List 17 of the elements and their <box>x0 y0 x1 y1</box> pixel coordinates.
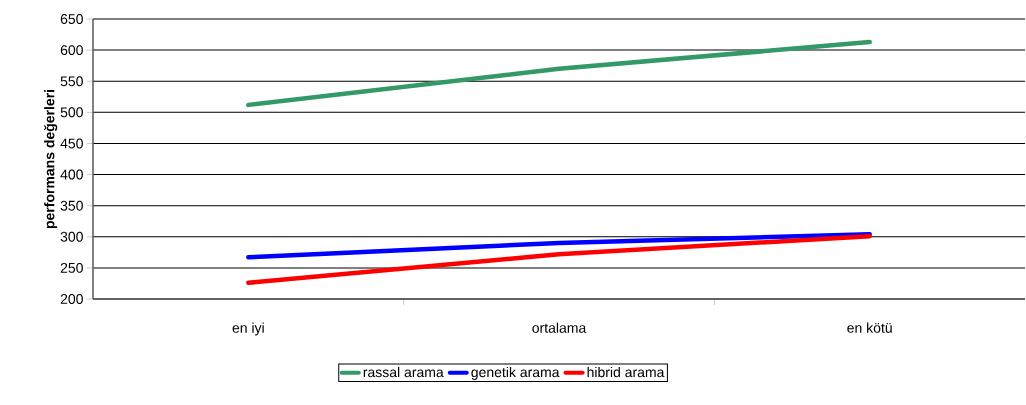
y-axis-title: performans değerleri <box>43 89 58 229</box>
y-tick-label: 500 <box>60 107 83 118</box>
y-tick-label: 550 <box>60 76 83 87</box>
y-tick-label: 450 <box>60 138 83 149</box>
y-tick-label: 650 <box>60 14 83 24</box>
x-tick-label: ortalama <box>532 322 587 333</box>
legend-label: hibrid arama <box>587 366 665 378</box>
x-tick-label: en kötü <box>847 322 892 333</box>
legend-label: genetik arama <box>471 366 560 380</box>
y-tick-label: 250 <box>60 262 83 273</box>
legend-label: rassal arama <box>363 366 444 378</box>
y-tick-label: 300 <box>60 231 83 242</box>
y-tick-label: 400 <box>60 169 83 180</box>
x-tick-label: en iyi <box>232 322 264 336</box>
y-tick-label: 350 <box>60 200 83 211</box>
y-tick-label: 600 <box>60 45 83 56</box>
y-tick-label: 200 <box>60 294 83 304</box>
